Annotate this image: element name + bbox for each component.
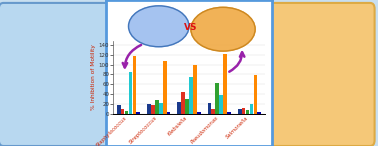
Bar bbox=[155, 100, 159, 114]
Bar bbox=[211, 109, 215, 114]
Bar bbox=[121, 109, 124, 114]
Bar bbox=[242, 108, 245, 114]
FancyBboxPatch shape bbox=[0, 3, 110, 146]
Bar bbox=[136, 112, 140, 114]
Ellipse shape bbox=[129, 6, 189, 47]
Bar bbox=[177, 102, 181, 114]
Bar bbox=[208, 103, 211, 114]
Ellipse shape bbox=[191, 7, 255, 51]
FancyBboxPatch shape bbox=[263, 3, 375, 146]
Bar bbox=[181, 92, 185, 114]
Bar bbox=[185, 99, 189, 114]
Bar bbox=[197, 112, 201, 114]
Bar bbox=[193, 65, 197, 114]
Bar bbox=[238, 109, 242, 114]
Bar bbox=[254, 75, 257, 114]
Bar bbox=[249, 104, 253, 114]
Bar bbox=[151, 105, 155, 114]
Bar bbox=[117, 105, 121, 114]
Bar bbox=[163, 61, 167, 114]
Bar bbox=[167, 112, 170, 114]
Bar bbox=[125, 111, 129, 114]
Y-axis label: % Inhibition of Motility: % Inhibition of Motility bbox=[91, 44, 96, 110]
Bar bbox=[159, 103, 163, 114]
Bar bbox=[215, 83, 219, 114]
Bar bbox=[246, 110, 249, 114]
Bar bbox=[147, 104, 151, 114]
Bar bbox=[189, 77, 193, 114]
Text: VS: VS bbox=[184, 22, 198, 32]
Bar bbox=[129, 72, 132, 114]
Bar bbox=[133, 56, 136, 114]
Bar bbox=[227, 112, 231, 114]
Bar bbox=[257, 112, 261, 114]
Bar bbox=[219, 95, 223, 114]
Bar bbox=[223, 54, 227, 114]
